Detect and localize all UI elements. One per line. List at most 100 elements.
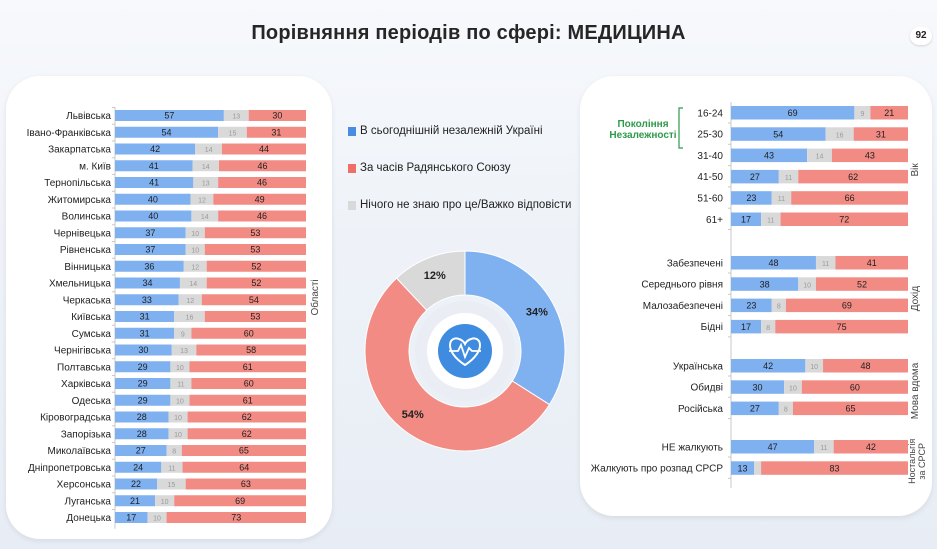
category-label: Кіровоградська [40, 413, 111, 424]
bar-segment-dont-know [161, 461, 183, 473]
category-label: Чернігівська [54, 346, 111, 357]
bar-value-label: 11 [785, 175, 792, 182]
category-label: 61+ [706, 215, 723, 226]
bar-segment-dont-know [155, 495, 175, 507]
generation-callout: Покоління [617, 119, 668, 130]
bar-segment-soviet [835, 256, 908, 270]
bar-segment-soviet [182, 461, 306, 473]
category-label: Забезпечені [667, 257, 723, 269]
bar-segment-independent [115, 244, 186, 255]
category-label: 16-24 [697, 108, 723, 119]
bar-value-label: 10 [176, 398, 184, 405]
bar-value-label: 62 [848, 172, 858, 182]
bar-segment-soviet [204, 227, 306, 239]
category-label: Обидві [691, 382, 723, 394]
bar-segment-independent [115, 126, 219, 138]
bar-segment-soviet [191, 327, 306, 339]
bar-segment-soviet [181, 445, 306, 456]
bar-value-label: 17 [741, 214, 751, 224]
legend-swatch [348, 201, 356, 210]
bar-segment-soviet [206, 260, 306, 272]
bar-segment-dont-know [170, 361, 190, 373]
bar-value-label: 54 [162, 127, 172, 137]
bar-value-label: 61 [243, 362, 253, 372]
bar-segment-dont-know [218, 126, 247, 138]
bar-segment-soviet [189, 361, 306, 373]
bar-segment-dont-know [771, 298, 786, 313]
category-label: Одеська [72, 396, 112, 407]
generation-callout: Незалежності [609, 130, 676, 141]
bar-segment-dont-know [190, 193, 214, 205]
pulse-line [449, 342, 481, 360]
bar-segment-independent [115, 311, 175, 322]
category-label: Харківська [61, 379, 111, 390]
category-label: Житомирська [48, 195, 112, 206]
bar-value-label: 21 [884, 108, 894, 118]
bar-value-label: 15 [167, 482, 175, 489]
bar-segment-dont-know [825, 127, 854, 141]
bar-value-label: 62 [242, 429, 252, 439]
bar-segment-soviet [213, 193, 306, 205]
bar-value-label: 75 [837, 322, 847, 332]
legend-swatch [348, 164, 356, 173]
bar-segment-dont-know [185, 227, 205, 239]
heart-pulse-icon [438, 324, 492, 378]
bar-segment-independent [115, 277, 180, 289]
bar-segment-dont-know [815, 256, 836, 270]
bar-segment-soviet [204, 311, 306, 322]
legend-item-dont-know: Нічого не знаю про це/Важко відповісти [348, 196, 580, 215]
category-label: Хмельницька [49, 279, 111, 290]
bar-value-label: 33 [142, 295, 152, 305]
legend: В сьогоднішній незалежній Україні За час… [348, 122, 580, 233]
bar-segment-independent [115, 227, 186, 239]
bar-segment-soviet [218, 177, 306, 188]
bar-value-label: 54 [773, 129, 783, 139]
bar-value-label: 60 [244, 328, 254, 338]
category-label: Черкаська [63, 295, 112, 306]
bar-segment-independent [115, 428, 169, 440]
donut-slice-label: 12% [424, 270, 446, 282]
bar-segment-independent [731, 148, 808, 163]
bar-segment-soviet [775, 319, 908, 334]
category-label: Тернопільська [44, 178, 111, 189]
category-label: Миколаївська [48, 446, 112, 457]
bar-value-label: 34 [142, 278, 152, 288]
bar-segment-independent [115, 177, 194, 188]
bar-segment-dont-know [761, 319, 776, 334]
bar-segment-independent [115, 411, 169, 423]
bar-value-label: 14 [205, 147, 213, 154]
bar-value-label: 10 [174, 432, 182, 439]
bar-segment-independent [115, 143, 196, 155]
bar-value-label: 11 [778, 196, 785, 203]
bar-value-label: 69 [235, 496, 245, 506]
bar-value-label: 48 [768, 258, 778, 268]
category-label: Львівська [66, 111, 111, 122]
bar-value-label: 14 [201, 214, 209, 221]
bar-value-label: 47 [768, 442, 778, 452]
category-label: Малозабезпечені [643, 300, 723, 312]
page-title: Порівняння періодів по сфері: МЕДИЦИНА [251, 22, 686, 44]
bar-value-label: 24 [133, 462, 143, 472]
bar-value-label: 11 [168, 465, 175, 472]
legend-item-independent: В сьогоднішній незалежній Україні [348, 122, 580, 141]
donut-slice-label: 54% [402, 409, 424, 421]
bar-value-label: 10 [174, 415, 182, 422]
bar-value-label: 69 [788, 108, 798, 118]
bar-value-label: 16 [836, 132, 844, 139]
bar-value-label: 44 [259, 144, 269, 154]
bar-value-label: 17 [741, 322, 751, 332]
bar-segment-dont-know [179, 277, 207, 289]
legend-swatch [348, 127, 356, 136]
bar-segment-soviet [815, 277, 908, 291]
bar-value-label: 30 [138, 345, 148, 355]
bar-segment-independent [731, 319, 762, 334]
bar-segment-independent [115, 327, 175, 339]
category-label: 31-40 [697, 151, 723, 162]
bar-value-label: 73 [231, 513, 241, 523]
bar-value-label: 64 [239, 462, 249, 472]
bar-value-label: 14 [189, 281, 197, 288]
bar-segment-independent [115, 210, 192, 222]
regions-stacked-bar-chart: Львівська 57 13 30 Івано-Франківська 54 15 31 За… [27, 107, 321, 529]
group-label: Ностальгія [907, 439, 917, 484]
bar-value-label: 12 [191, 264, 199, 271]
